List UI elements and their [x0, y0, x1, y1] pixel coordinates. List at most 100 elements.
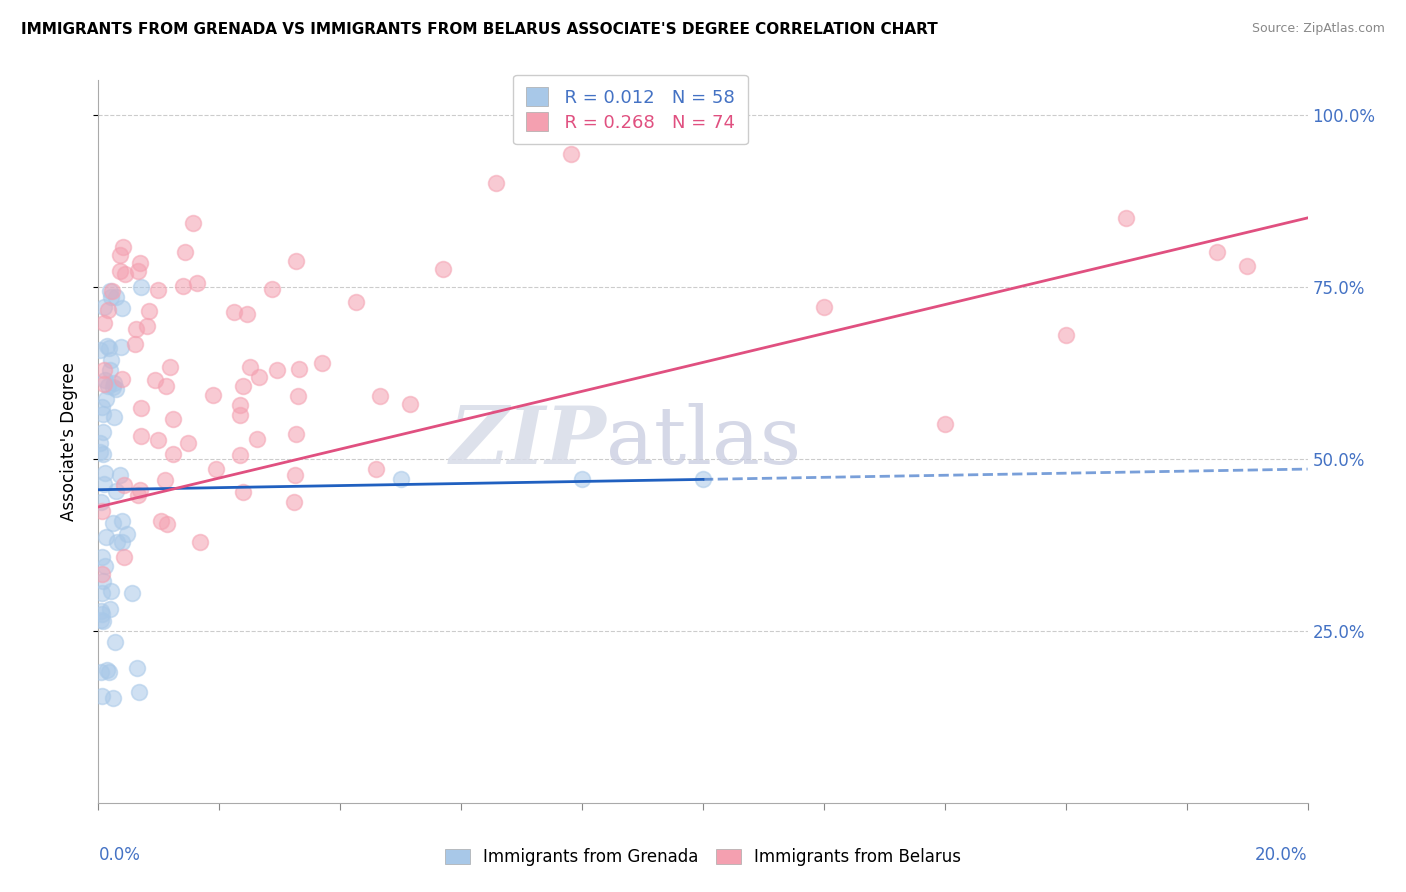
Point	[222, 305, 245, 319]
Point	[162, 411, 184, 425]
Point	[127, 488, 149, 502]
Text: atlas: atlas	[606, 402, 801, 481]
Point	[97, 665, 120, 680]
Point	[311, 356, 333, 370]
Point	[97, 379, 120, 393]
Point	[103, 409, 125, 424]
Point	[98, 342, 121, 356]
Point	[485, 176, 508, 190]
Point	[100, 583, 122, 598]
Point	[813, 301, 835, 315]
Point	[105, 534, 128, 549]
Point	[205, 462, 228, 476]
Point	[1236, 259, 1258, 273]
Point	[692, 472, 714, 486]
Legend:   R = 0.012   N = 58,   R = 0.268   N = 74: R = 0.012 N = 58, R = 0.268 N = 74	[513, 75, 748, 145]
Point	[93, 363, 115, 377]
Point	[128, 684, 150, 698]
Point	[90, 494, 112, 508]
Point	[129, 255, 152, 269]
Point	[100, 352, 122, 367]
Point	[153, 473, 176, 487]
Point	[172, 278, 194, 293]
Point	[90, 613, 112, 627]
Point	[90, 690, 112, 704]
Point	[138, 304, 160, 318]
Point	[389, 472, 412, 486]
Point	[91, 503, 114, 517]
Point	[90, 665, 112, 679]
Point	[129, 401, 152, 415]
Point	[91, 549, 114, 564]
Point	[93, 574, 115, 588]
Text: ZIP: ZIP	[450, 403, 606, 480]
Point	[560, 146, 582, 161]
Point	[89, 445, 111, 459]
Point	[288, 362, 311, 376]
Point	[344, 295, 367, 310]
Point	[188, 535, 211, 549]
Point	[90, 586, 112, 600]
Point	[110, 340, 132, 354]
Point	[104, 483, 127, 498]
Text: 20.0%: 20.0%	[1256, 847, 1308, 864]
Point	[112, 239, 135, 253]
Point	[934, 417, 956, 432]
Point	[114, 267, 136, 281]
Point	[100, 290, 122, 304]
Text: IMMIGRANTS FROM GRENADA VS IMMIGRANTS FROM BELARUS ASSOCIATE'S DEGREE CORRELATIO: IMMIGRANTS FROM GRENADA VS IMMIGRANTS FR…	[21, 22, 938, 37]
Point	[1206, 245, 1229, 260]
Point	[93, 300, 115, 314]
Point	[149, 514, 172, 528]
Point	[155, 378, 177, 392]
Point	[143, 373, 166, 387]
Point	[432, 261, 454, 276]
Point	[111, 514, 134, 528]
Point	[93, 373, 115, 387]
Point	[90, 400, 112, 414]
Point	[129, 429, 152, 443]
Point	[229, 448, 252, 462]
Legend: Immigrants from Grenada, Immigrants from Belarus: Immigrants from Grenada, Immigrants from…	[437, 840, 969, 875]
Point	[110, 301, 132, 315]
Point	[366, 462, 388, 476]
Point	[127, 263, 149, 277]
Point	[100, 601, 122, 615]
Point	[284, 427, 307, 442]
Point	[232, 484, 254, 499]
Point	[101, 285, 124, 299]
Point	[89, 436, 111, 450]
Point	[284, 467, 307, 482]
Point	[173, 245, 195, 260]
Point	[159, 359, 181, 374]
Point	[103, 376, 125, 390]
Point	[129, 483, 152, 497]
Point	[108, 467, 131, 482]
Point	[104, 635, 127, 649]
Point	[111, 372, 134, 386]
Point	[103, 380, 125, 394]
Point	[105, 290, 128, 304]
Point	[283, 495, 305, 509]
Point	[177, 436, 200, 450]
Point	[236, 307, 259, 321]
Point	[108, 264, 131, 278]
Point	[93, 376, 115, 391]
Point	[97, 303, 120, 318]
Point	[186, 277, 208, 291]
Point	[104, 382, 127, 396]
Point	[89, 343, 111, 357]
Point	[571, 472, 593, 486]
Point	[91, 447, 114, 461]
Text: Source: ZipAtlas.com: Source: ZipAtlas.com	[1251, 22, 1385, 36]
Point	[96, 392, 118, 407]
Point	[260, 282, 283, 296]
Point	[146, 433, 169, 447]
Point	[232, 379, 254, 393]
Point	[121, 586, 143, 600]
Point	[112, 478, 135, 492]
Point	[110, 535, 132, 549]
Point	[129, 280, 152, 294]
Point	[162, 447, 184, 461]
Point	[229, 408, 252, 422]
